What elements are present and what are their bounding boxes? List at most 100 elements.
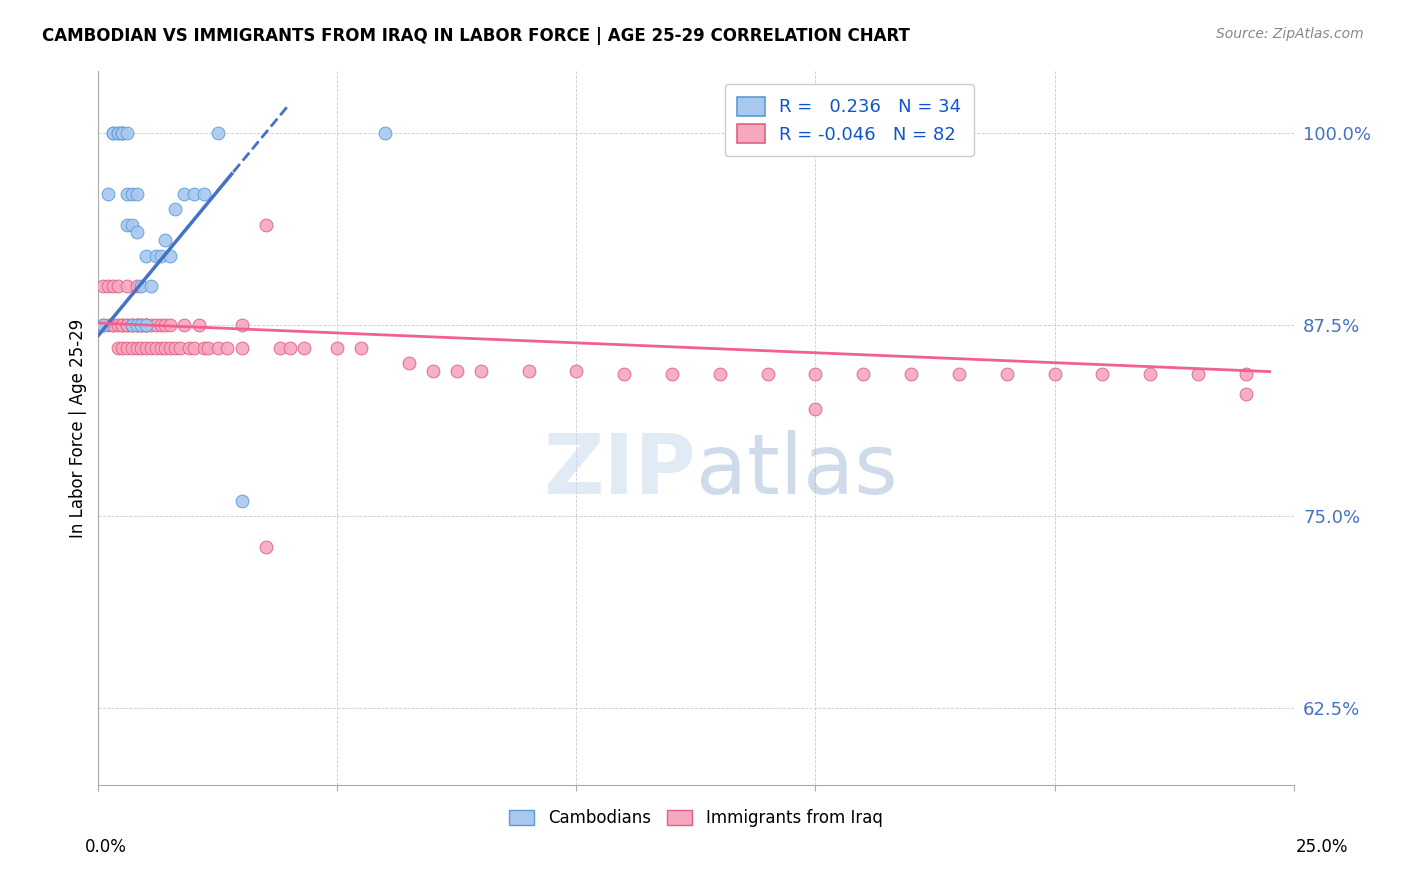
Point <box>254 540 277 554</box>
Point <box>278 341 301 355</box>
Point <box>207 126 229 140</box>
Point <box>756 367 779 381</box>
Point <box>1234 386 1257 401</box>
Point <box>217 341 239 355</box>
Point <box>135 318 157 332</box>
Point <box>107 279 129 293</box>
Point <box>350 341 373 355</box>
Point <box>159 248 181 262</box>
Point <box>125 318 148 332</box>
Point <box>149 248 172 262</box>
Point <box>207 341 229 355</box>
Point <box>1234 367 1257 381</box>
Point <box>115 187 138 202</box>
Point <box>135 341 157 355</box>
Point <box>155 318 177 332</box>
Text: Source: ZipAtlas.com: Source: ZipAtlas.com <box>1216 27 1364 41</box>
Point <box>121 218 143 232</box>
Point <box>254 218 277 232</box>
Point <box>111 126 134 140</box>
Point <box>446 363 468 377</box>
Point <box>900 367 922 381</box>
Point <box>91 318 114 332</box>
Point <box>125 187 148 202</box>
Text: 25.0%: 25.0% <box>1295 838 1348 856</box>
Point <box>187 318 209 332</box>
Point <box>661 367 683 381</box>
Point <box>101 126 124 140</box>
Point <box>145 248 167 262</box>
Point <box>111 341 134 355</box>
Point <box>159 318 181 332</box>
Point <box>1139 367 1161 381</box>
Point <box>97 187 120 202</box>
Point <box>101 318 124 332</box>
Point <box>804 367 827 381</box>
Point <box>422 363 444 377</box>
Point <box>159 341 181 355</box>
Point <box>111 318 134 332</box>
Point <box>107 341 129 355</box>
Point <box>135 318 157 332</box>
Point <box>131 318 153 332</box>
Point <box>169 341 191 355</box>
Point <box>97 318 120 332</box>
Point <box>97 279 120 293</box>
Point <box>101 318 124 332</box>
Point <box>121 318 143 332</box>
Text: 0.0%: 0.0% <box>84 838 127 856</box>
Point <box>121 341 143 355</box>
Point <box>613 367 636 381</box>
Point <box>145 341 167 355</box>
Point <box>183 187 205 202</box>
Point <box>163 202 186 217</box>
Point <box>115 218 138 232</box>
Point <box>121 187 143 202</box>
Point <box>107 126 129 140</box>
Legend: Cambodians, Immigrants from Iraq: Cambodians, Immigrants from Iraq <box>503 803 889 834</box>
Point <box>948 367 970 381</box>
Point <box>1043 367 1066 381</box>
Point <box>135 318 157 332</box>
Point <box>91 279 114 293</box>
Point <box>115 279 138 293</box>
Point <box>231 494 253 508</box>
Text: atlas: atlas <box>696 431 897 511</box>
Point <box>145 318 167 332</box>
Point <box>326 341 349 355</box>
Point <box>111 318 134 332</box>
Point <box>125 318 148 332</box>
Point <box>149 341 172 355</box>
Point <box>121 318 143 332</box>
Point <box>173 187 195 202</box>
Point <box>1091 367 1114 381</box>
Point <box>131 341 153 355</box>
Point <box>125 279 148 293</box>
Point <box>139 341 162 355</box>
Point <box>115 318 138 332</box>
Point <box>995 367 1018 381</box>
Text: ZIP: ZIP <box>544 431 696 511</box>
Point <box>565 363 588 377</box>
Point <box>91 318 114 332</box>
Point <box>292 341 315 355</box>
Point <box>197 341 219 355</box>
Text: CAMBODIAN VS IMMIGRANTS FROM IRAQ IN LABOR FORCE | AGE 25-29 CORRELATION CHART: CAMBODIAN VS IMMIGRANTS FROM IRAQ IN LAB… <box>42 27 910 45</box>
Point <box>139 318 162 332</box>
Point <box>179 341 201 355</box>
Point <box>709 367 731 381</box>
Point <box>101 126 124 140</box>
Point <box>131 318 153 332</box>
Point <box>804 401 827 416</box>
Point <box>517 363 540 377</box>
Point <box>131 318 153 332</box>
Point <box>231 341 253 355</box>
Point <box>131 279 153 293</box>
Point <box>125 226 148 240</box>
Point <box>269 341 291 355</box>
Point <box>852 367 875 381</box>
Point <box>125 318 148 332</box>
Point <box>374 126 396 140</box>
Point <box>111 126 134 140</box>
Point <box>155 233 177 247</box>
